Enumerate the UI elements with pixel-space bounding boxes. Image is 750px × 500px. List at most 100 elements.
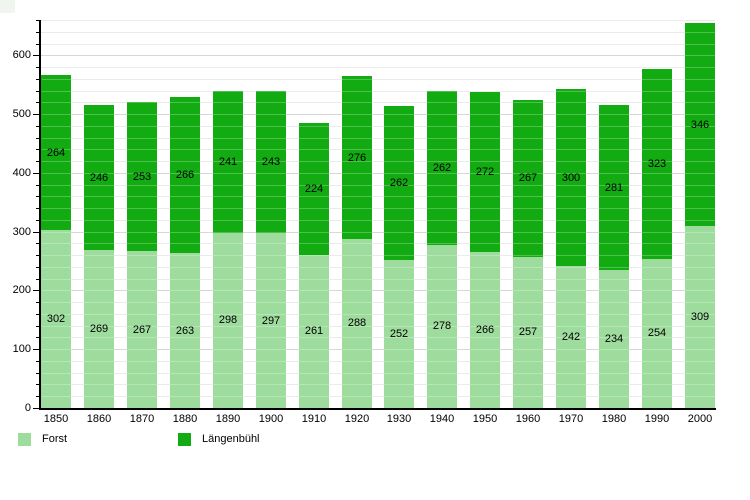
gridline: [40, 326, 715, 327]
y-tick: [36, 79, 40, 80]
y-axis-label: 200: [12, 284, 31, 297]
gridline-overlay: [42, 361, 715, 362]
gridline-overlay: [42, 67, 715, 68]
bar-value-label: 262: [389, 176, 409, 189]
gridline-overlay: [42, 185, 715, 186]
y-axis-label: 0: [24, 402, 31, 414]
corner-artifact: [0, 0, 15, 13]
gridline-overlay: [42, 314, 715, 315]
gridline: [40, 290, 715, 291]
bar-value-label: 224: [304, 182, 324, 195]
gridline: [40, 44, 715, 45]
bar-value-label: 254: [647, 327, 667, 340]
gridline-overlay: [42, 79, 715, 80]
gridline: [40, 208, 715, 209]
bar-value-label: 242: [561, 330, 581, 343]
bar-value-label: 297: [261, 314, 281, 327]
y-tick: [33, 114, 40, 115]
gridline-overlay: [42, 126, 715, 127]
bar-segment-laengenbuehl: [685, 22, 715, 227]
bar-segment-laengenbuehl: [84, 105, 114, 250]
gridline: [40, 314, 715, 315]
bar-segment-forst: [170, 253, 200, 408]
x-axis-label: 1880: [172, 413, 198, 425]
gridline-overlay: [42, 396, 715, 397]
y-tick: [36, 243, 40, 244]
y-tick: [33, 232, 40, 233]
gridline-overlay: [42, 220, 715, 221]
gridline-overlay: [42, 138, 715, 139]
gridline: [40, 102, 715, 103]
gridline-overlay: [42, 161, 715, 162]
y-axis-line: [39, 20, 41, 410]
gridline-overlay: [42, 373, 715, 374]
bar-value-label: 276: [347, 151, 367, 164]
bar-value-label: 269: [89, 322, 109, 335]
y-tick: [36, 396, 40, 397]
y-tick: [36, 32, 40, 33]
gridline-overlay: [42, 232, 715, 233]
bar-segment-laengenbuehl: [41, 75, 71, 231]
y-tick: [36, 279, 40, 280]
gridline: [40, 126, 715, 127]
bar-segment-forst: [513, 256, 543, 408]
y-tick: [33, 290, 40, 291]
gridline-overlay: [42, 243, 715, 244]
bar-segment-laengenbuehl: [599, 105, 629, 271]
y-tick: [36, 138, 40, 139]
bar-value-label: 309: [690, 311, 710, 324]
gridline: [40, 337, 715, 338]
y-tick: [33, 173, 40, 174]
y-axis-label: 400: [12, 166, 31, 179]
legend-swatch-forst: [18, 433, 31, 446]
gridline: [40, 196, 715, 197]
bar-segment-laengenbuehl: [170, 97, 200, 254]
gridline-overlay: [42, 196, 715, 197]
gridline-overlay: [42, 384, 715, 385]
gridline: [40, 67, 715, 68]
bar-segment-forst: [599, 270, 629, 408]
bar-value-label: 266: [175, 169, 195, 182]
x-axis-label: 1910: [301, 413, 327, 425]
gridline: [40, 79, 715, 80]
legend-label-laengenbuehl: Längenbühl: [202, 433, 260, 445]
bar-value-label: 266: [475, 323, 495, 336]
x-axis-label: 1900: [258, 413, 284, 425]
bar-value-label: 262: [432, 161, 452, 174]
bar-segment-laengenbuehl: [556, 89, 586, 266]
gridline: [40, 302, 715, 303]
y-tick: [36, 384, 40, 385]
gridline: [40, 279, 715, 280]
bar-segment-forst: [384, 259, 414, 408]
x-axis-label: 1990: [644, 413, 670, 425]
bar-segment-laengenbuehl: [642, 68, 672, 259]
gridline: [40, 173, 715, 174]
x-axis-line: [39, 408, 716, 410]
x-axis-label: 1960: [515, 413, 541, 425]
gridline: [40, 267, 715, 268]
gridline: [40, 243, 715, 244]
x-axis-label: 2000: [687, 413, 713, 425]
y-tick: [33, 408, 40, 409]
x-axis-label: 1870: [129, 413, 155, 425]
bar-value-label: 267: [518, 172, 538, 185]
bar-value-label: 281: [604, 181, 624, 194]
y-tick: [36, 44, 40, 45]
gridline: [40, 232, 715, 233]
gridline-overlay: [42, 255, 715, 256]
gridline-overlay: [42, 326, 715, 327]
y-tick: [36, 67, 40, 68]
bar-segment-laengenbuehl: [213, 91, 243, 233]
bar-value-label: 263: [175, 324, 195, 337]
bar-segment-laengenbuehl: [384, 105, 414, 260]
gridline: [40, 149, 715, 150]
bar-value-label: 300: [561, 171, 581, 184]
gridline-overlay: [42, 349, 715, 350]
gridline: [40, 396, 715, 397]
bar-value-label: 323: [647, 157, 667, 170]
y-tick: [36, 185, 40, 186]
bar-segment-forst: [556, 265, 586, 408]
gridline: [40, 91, 715, 92]
